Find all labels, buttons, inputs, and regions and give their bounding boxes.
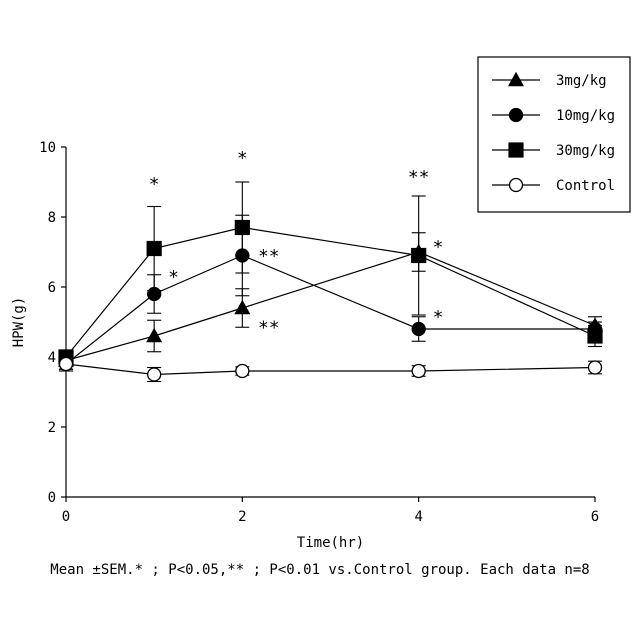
legend-label: Control	[556, 178, 615, 194]
data-point	[235, 221, 249, 235]
significance-marker: *	[149, 174, 160, 195]
legend-marker	[509, 143, 523, 157]
legend-label: 10mg/kg	[556, 108, 615, 124]
footnote: Mean ±SEM.* ; P<0.05,** ; P<0.01 vs.Cont…	[0, 562, 640, 578]
y-axis-title: HPW(g)	[11, 297, 27, 348]
y-tick-label: 0	[48, 490, 56, 506]
data-point	[147, 329, 161, 342]
series-3mg-kg	[59, 233, 602, 370]
significance-marker: **	[258, 246, 280, 267]
significance-marker: *	[433, 237, 444, 258]
x-tick-label: 4	[414, 509, 422, 525]
legend-marker	[510, 109, 523, 122]
data-point	[412, 323, 425, 336]
series-line	[66, 252, 595, 361]
significance-marker: *	[433, 307, 444, 328]
legend-label: 30mg/kg	[556, 143, 615, 159]
y-tick-label: 4	[48, 350, 56, 366]
data-point	[588, 329, 602, 343]
significance-annotations: ***********	[149, 148, 444, 339]
data-point	[147, 242, 161, 256]
y-tick-label: 6	[48, 280, 56, 296]
significance-marker: **	[408, 167, 430, 188]
legend: 3mg/kg 10mg/kg 30mg/kg Control	[478, 57, 630, 212]
data-point	[412, 365, 425, 378]
data-point	[60, 358, 73, 371]
data-point	[412, 249, 426, 263]
x-tick-label: 2	[238, 509, 246, 525]
series-line	[66, 256, 595, 365]
data-point	[236, 365, 249, 378]
series-line	[66, 364, 595, 375]
series-control	[59, 358, 602, 382]
significance-marker: *	[168, 267, 179, 288]
data-point	[235, 301, 249, 314]
series-10mg-kg	[59, 215, 602, 371]
x-axis-title: Time(hr)	[297, 535, 364, 551]
y-tick-label: 8	[48, 210, 56, 226]
data-point	[589, 361, 602, 374]
x-tick-label: 6	[591, 509, 599, 525]
data-point	[148, 368, 161, 381]
significance-marker: **	[258, 318, 280, 339]
legend-marker	[510, 179, 523, 192]
y-tick-label: 10	[39, 140, 56, 156]
x-tick-label: 0	[62, 509, 70, 525]
y-tick-label: 2	[48, 420, 56, 436]
significance-marker: *	[237, 148, 248, 169]
legend-label: 3mg/kg	[556, 73, 607, 89]
hpw-chart: 02468100246Time(hr)HPW(g) *********** 3m…	[0, 0, 640, 560]
